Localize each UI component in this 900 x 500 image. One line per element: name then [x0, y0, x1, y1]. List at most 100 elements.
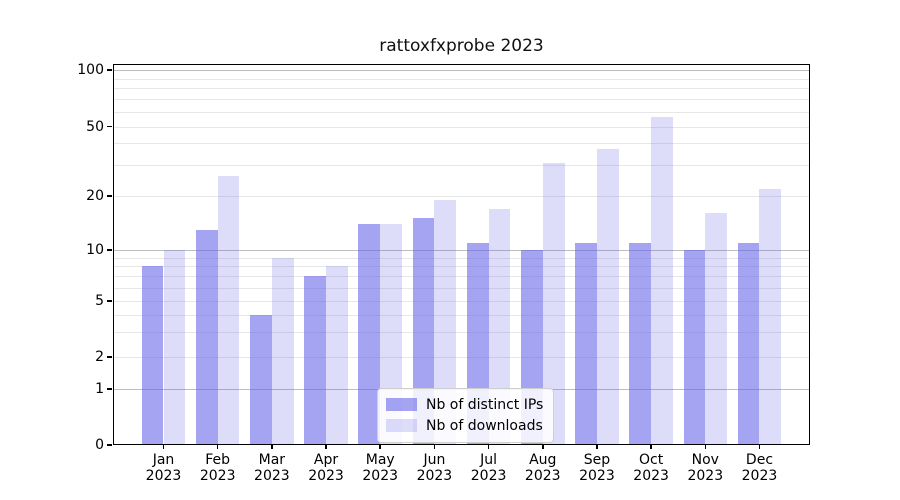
x-tick-month: Mar — [258, 452, 286, 468]
y-tick-label-50: 50 — [86, 118, 104, 135]
legend-swatch-distinct-ips — [386, 398, 417, 411]
bar-downloads-nov — [705, 213, 728, 445]
gridline-minor-2 — [113, 357, 810, 358]
y-tick-label-2: 2 — [95, 349, 104, 365]
bar-downloads-feb — [217, 176, 240, 445]
x-tick-label-aug: Aug 2023 — [513, 452, 573, 484]
y-tick-label-10: 10 — [86, 242, 104, 258]
y-tick-label-20: 20 — [86, 188, 104, 204]
x-tick-label-apr: Apr 2023 — [296, 452, 356, 484]
x-tick-mark — [433, 445, 436, 449]
plot-area: Nb of distinct IPs Nb of downloads — [113, 64, 810, 445]
bar-downloads-jul — [488, 208, 511, 445]
x-tick-label-dec: Dec 2023 — [729, 452, 789, 484]
gridline-minor-8 — [113, 266, 810, 268]
gridline-major-100 — [113, 70, 810, 71]
x-tick-label-feb: Feb 2023 — [188, 452, 248, 484]
gridline-minor-7 — [113, 276, 810, 278]
x-tick-mark — [216, 445, 219, 449]
x-tick-label-jun: Jun 2023 — [404, 452, 464, 484]
bar-downloads-oct — [651, 117, 673, 445]
x-tick-year: 2023 — [254, 468, 290, 484]
legend-label-distinct-ips: Nb of distinct IPs — [426, 396, 544, 413]
x-tick-year: 2023 — [687, 468, 724, 484]
bar-downloads-aug — [542, 162, 565, 445]
chart-title: rattoxfxprobe 2023 — [379, 36, 544, 56]
y-tick-mark — [107, 444, 112, 446]
gridline-minor-5 — [113, 301, 810, 302]
x-tick-label-jan: Jan 2023 — [134, 452, 194, 484]
x-tick-year: 2023 — [741, 468, 778, 484]
bar-distinct-ips-dec — [737, 242, 760, 445]
gridline-minor-90 — [113, 78, 810, 80]
y-tick-mark — [107, 69, 112, 71]
gridline-minor-9 — [113, 257, 810, 259]
gridline-minor-4 — [113, 314, 810, 316]
x-tick-mark — [704, 445, 707, 449]
x-tick-year: 2023 — [199, 468, 236, 484]
legend-item-downloads: Nb of downloads — [386, 415, 543, 436]
gridline-minor-6 — [113, 287, 810, 289]
x-tick-mark — [596, 445, 598, 449]
x-tick-label-oct: Oct 2023 — [621, 452, 681, 484]
bar-distinct-ips-oct — [629, 242, 652, 445]
x-tick-mark — [162, 445, 165, 449]
y-tick-mark — [107, 195, 112, 197]
bar-downloads-jan — [163, 250, 186, 445]
bar-distinct-ips-apr — [304, 276, 327, 445]
x-tick-mark — [650, 445, 652, 449]
x-tick-year: 2023 — [362, 468, 399, 484]
x-tick-month: Jul — [480, 452, 498, 468]
y-tick-mark — [107, 300, 112, 302]
bar-distinct-ips-may — [358, 223, 381, 445]
x-tick-label-nov: Nov 2023 — [675, 452, 735, 484]
x-tick-year: 2023 — [524, 468, 561, 484]
y-tick-label-0: 0 — [95, 437, 104, 453]
gridline-minor-40 — [113, 143, 810, 145]
x-tick-mark — [271, 445, 273, 449]
bar-downloads-dec — [759, 188, 782, 445]
bar-downloads-mar — [271, 257, 294, 445]
x-tick-year: 2023 — [633, 468, 669, 484]
gridline-minor-50 — [113, 126, 810, 128]
gridline-minor-20 — [113, 196, 810, 197]
bar-distinct-ips-feb — [195, 229, 218, 445]
x-tick-month: Jan — [152, 452, 175, 468]
x-tick-year: 2023 — [579, 468, 615, 484]
bar-downloads-sep — [596, 149, 619, 445]
bar-distinct-ips-mar — [250, 314, 272, 445]
x-tick-month: Apr — [313, 452, 339, 468]
x-tick-month: Nov — [691, 452, 719, 468]
x-tick-month: Jun — [423, 452, 446, 468]
x-tick-month: Sep — [583, 452, 611, 468]
x-tick-year: 2023 — [145, 468, 182, 484]
y-tick-mark — [107, 249, 112, 251]
x-tick-mark — [542, 445, 544, 449]
gridline-minor-80 — [113, 88, 810, 90]
bar-distinct-ips-jan — [141, 266, 164, 445]
gridline-minor-60 — [113, 111, 810, 113]
y-tick-mark — [107, 356, 112, 358]
x-tick-label-jul: Jul 2023 — [459, 452, 519, 484]
bar-downloads-jun — [434, 199, 457, 445]
y-tick-mark — [107, 125, 112, 128]
x-tick-label-mar: Mar 2023 — [242, 452, 302, 484]
y-tick-mark — [107, 388, 112, 390]
bar-distinct-ips-nov — [683, 250, 706, 445]
x-tick-label-sep: Sep 2023 — [567, 452, 627, 484]
legend-swatch-downloads — [386, 419, 417, 432]
bar-downloads-apr — [326, 266, 348, 445]
x-tick-mark — [325, 445, 327, 449]
x-tick-month: Aug — [529, 452, 557, 468]
x-tick-mark — [487, 445, 490, 449]
y-tick-label-100: 100 — [77, 62, 104, 78]
x-tick-month: Oct — [639, 452, 664, 468]
gridline-major-10 — [113, 250, 810, 251]
legend-label-downloads: Nb of downloads — [426, 417, 543, 434]
x-tick-month: Feb — [205, 452, 231, 468]
gridline-minor-3 — [113, 332, 810, 334]
x-tick-mark — [758, 445, 761, 449]
y-tick-label-1: 1 — [95, 381, 104, 397]
x-tick-year: 2023 — [470, 468, 507, 484]
